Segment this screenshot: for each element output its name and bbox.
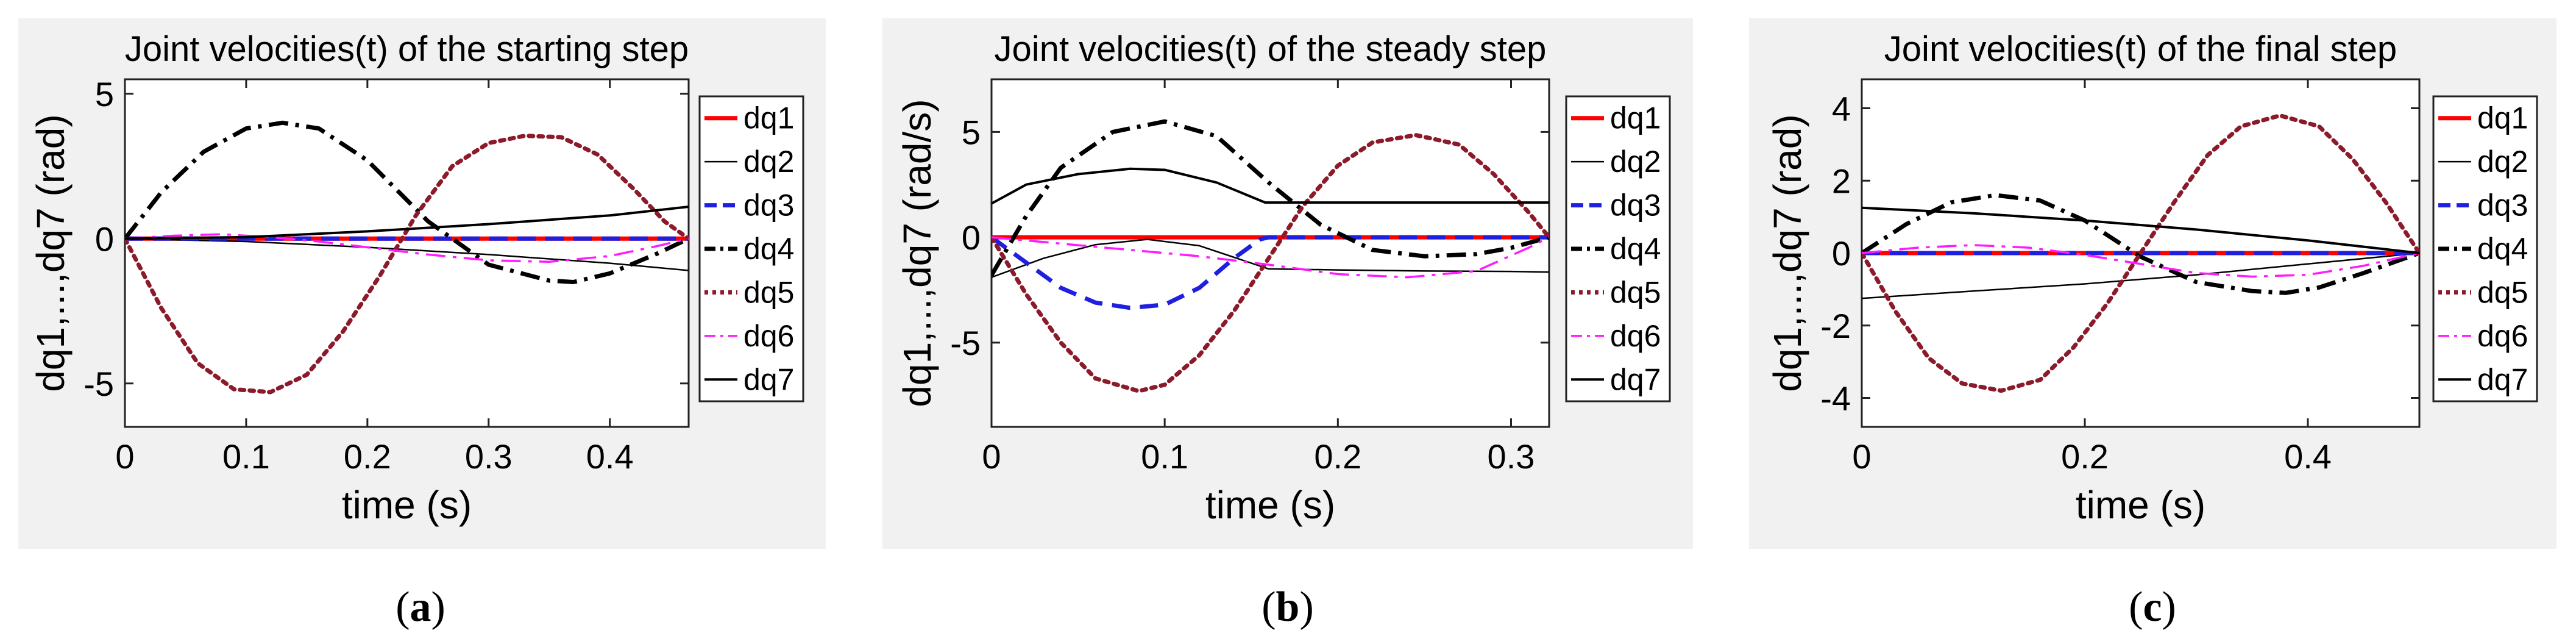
x-axis-label: time (s) (342, 483, 472, 527)
y-axis-label: dq1,...,dq7 (rad) (29, 114, 73, 392)
caption-letter: b (1276, 584, 1300, 631)
caption-paren-close: ) (2162, 584, 2176, 631)
legend (698, 95, 804, 402)
series-line-dq7 (125, 206, 689, 240)
caption-paren-open: ( (1261, 584, 1276, 631)
x-tick-label: 0.1 (222, 437, 270, 476)
y-tick-label: 5 (95, 75, 114, 113)
y-tick-label: 4 (1832, 90, 1851, 128)
y-tick-label: -4 (1820, 379, 1851, 418)
x-tick-label: 0.4 (586, 437, 634, 476)
x-tick-label: 0 (1852, 437, 1871, 476)
y-tick-label: 5 (962, 113, 981, 151)
x-tick-label: 0.2 (1314, 437, 1361, 476)
chart-panel-starting-step: Joint velocities(t) of the starting step… (18, 18, 826, 631)
y-tick-label: 2 (1832, 162, 1851, 200)
legend-label: dq4 (2477, 232, 2528, 266)
y-tick-label: -5 (950, 324, 981, 362)
figure-caption: (c) (2129, 584, 2176, 631)
y-tick-label: 0 (1832, 234, 1851, 273)
x-tick-label: 0 (982, 437, 1001, 476)
legend-label: dq1 (2477, 101, 2528, 135)
series-line-dq4 (1862, 193, 2419, 295)
chart-title: Joint velocities(t) of the steady step (995, 29, 1547, 69)
y-tick-label: 0 (962, 218, 981, 257)
legend-label: dq2 (2477, 145, 2528, 179)
caption-letter: a (410, 584, 431, 631)
legend (2432, 95, 2538, 402)
figure-caption: (a) (396, 584, 445, 631)
legend-label: dq2 (743, 145, 794, 179)
series-line-dq4 (992, 119, 1549, 277)
series-line-dq3 (992, 235, 1549, 310)
caption-paren-close: ) (431, 584, 445, 631)
series-line-dq5 (125, 134, 689, 395)
legend-label: dq3 (2477, 188, 2528, 223)
x-tick-label: 0 (115, 437, 134, 476)
series-group (992, 119, 1549, 393)
x-tick-label: 0.3 (1488, 437, 1535, 476)
legend (1565, 95, 1671, 402)
legend-label: dq4 (1610, 232, 1661, 266)
y-axis-label: dq1,...,dq7 (rad) (1765, 114, 1809, 392)
chart-title: Joint velocities(t) of the final step (1884, 29, 2397, 69)
y-tick-label: -5 (83, 365, 114, 403)
x-tick-label: 0.2 (344, 437, 391, 476)
caption-paren-open: ( (2129, 584, 2143, 631)
series-line-dq7 (992, 167, 1549, 205)
legend-label: dq7 (1610, 362, 1661, 396)
legend-label: dq4 (743, 232, 794, 266)
y-axis-label: dq1,...,dq7 (rad/s) (895, 99, 939, 407)
y-tick-label: -2 (1820, 307, 1851, 345)
legend-label: dq6 (1610, 319, 1661, 353)
series-line-dq5 (992, 133, 1549, 393)
x-tick-label: 0.3 (465, 437, 513, 476)
x-axis-label: time (s) (1205, 483, 1335, 527)
chart-title: Joint velocities(t) of the starting step (125, 29, 689, 69)
chart-panel-final-step: Joint velocities(t) of the final step 0 0.… (1749, 18, 2556, 631)
legend-label: dq7 (2477, 362, 2528, 396)
figure-caption: (b) (1261, 584, 1314, 631)
series-line-dq2 (992, 238, 1549, 278)
series-line-dq6 (1862, 244, 2419, 278)
legend-label: dq3 (1610, 188, 1661, 223)
legend-label: dq1 (1610, 101, 1661, 135)
x-axis-label: time (s) (2076, 483, 2205, 527)
x-tick-label: 0.1 (1141, 437, 1188, 476)
series-line-dq7 (1862, 206, 2419, 254)
series-line-dq4 (125, 120, 689, 284)
legend-label: dq7 (743, 362, 794, 396)
legend-label: dq1 (743, 101, 794, 135)
legend-label: dq5 (743, 275, 794, 309)
series-line-dq5 (1862, 113, 2419, 393)
chart-panel-steady-step: Joint velocities(t) of the steady step 0 0… (882, 18, 1693, 631)
series-line-dq2 (125, 238, 689, 271)
legend-label: dq2 (1610, 145, 1661, 179)
x-tick-label: 0.2 (2061, 437, 2109, 476)
legend-label: dq3 (743, 188, 794, 223)
legend-label: dq5 (1610, 275, 1661, 309)
legend-label: dq5 (2477, 275, 2528, 309)
series-line-dq6 (992, 236, 1549, 279)
legend-label: dq6 (2477, 319, 2528, 353)
caption-paren-open: ( (396, 584, 410, 631)
x-tick-label: 0.4 (2284, 437, 2332, 476)
legend-label: dq6 (743, 319, 794, 353)
y-tick-label: 0 (95, 220, 114, 258)
series-line-dq6 (125, 233, 689, 263)
caption-paren-close: ) (1299, 584, 1313, 631)
series-group (1862, 113, 2419, 393)
caption-letter: c (2143, 584, 2162, 631)
series-line-dq2 (1862, 252, 2419, 299)
series-group (125, 120, 689, 395)
